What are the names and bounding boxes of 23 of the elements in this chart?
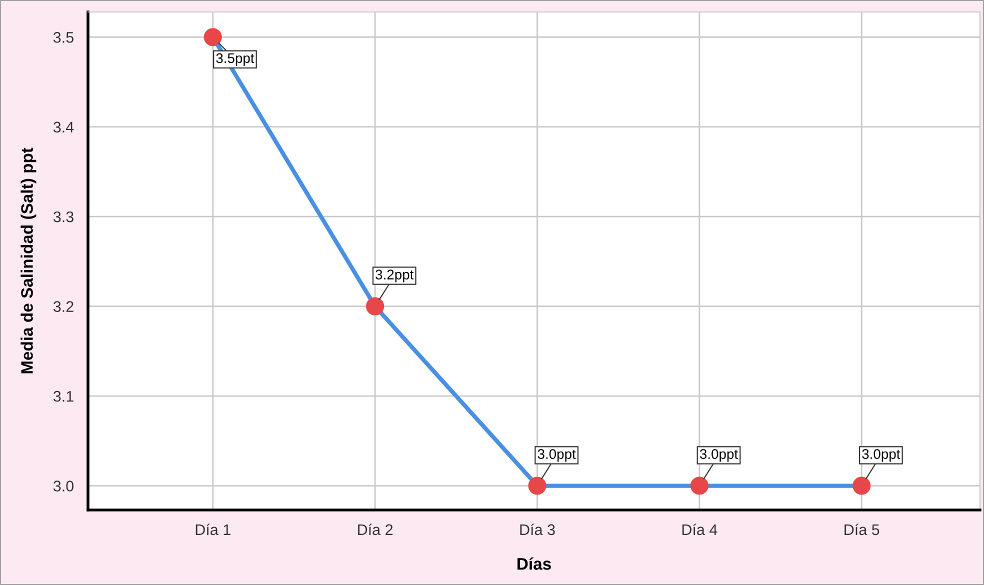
data-label: 3.5ppt <box>216 53 254 66</box>
y-axis-title: Media de Salinidad (Salt) ppt <box>20 148 36 374</box>
point <box>528 476 546 495</box>
data-label: 3.0ppt <box>700 449 738 462</box>
point <box>690 476 708 495</box>
data-label: 3.2ppt <box>376 270 414 282</box>
x-tick-label: Día 4 <box>682 524 718 536</box>
y-tick-label: 3.2 <box>53 301 74 312</box>
x-axis-title: Días <box>518 557 551 570</box>
data-label: 3.0ppt <box>538 449 576 462</box>
y-tick-label: 3.0 <box>53 480 74 492</box>
point <box>204 28 222 46</box>
point <box>852 476 871 495</box>
x-tick-label: Día 2 <box>358 524 393 536</box>
point <box>366 297 384 316</box>
y-tick-label: 3.4 <box>53 122 74 133</box>
x-tick-label: Día 5 <box>844 524 880 536</box>
y-tick-label: 3.1 <box>53 390 74 402</box>
x-tick-label: Día 1 <box>196 524 230 536</box>
y-tick-label: 3.3 <box>53 211 74 222</box>
x-tick-label: Día 3 <box>520 524 555 536</box>
data-label: 3.0ppt <box>862 449 900 462</box>
y-tick-label: 3.5 <box>53 32 74 43</box>
